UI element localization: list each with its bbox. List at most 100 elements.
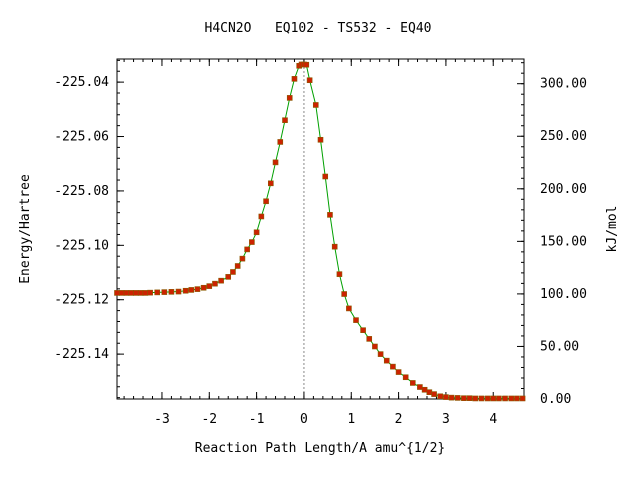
data-point <box>212 280 218 287</box>
y2-tick-label: 50.00 <box>540 339 579 354</box>
data-point <box>390 363 396 370</box>
data-point <box>249 239 255 245</box>
y-tick-label: -225.10 <box>54 238 109 253</box>
data-point <box>286 95 293 101</box>
data-point <box>123 290 130 296</box>
y-tick-label: -225.08 <box>54 184 109 199</box>
data-point <box>133 290 139 296</box>
data-point <box>327 212 333 218</box>
x-tick-label: -3 <box>154 412 170 427</box>
y2-tick-label: 150.00 <box>540 234 587 249</box>
series-line <box>117 63 523 399</box>
data-point <box>336 271 343 277</box>
data-point <box>182 287 189 294</box>
y-axis-label: Energy/Hartree <box>18 174 33 284</box>
data-point <box>448 394 455 401</box>
data-point <box>383 357 390 364</box>
plot-frame <box>116 58 525 400</box>
data-point <box>431 391 437 397</box>
data-point <box>225 274 232 280</box>
data-point <box>346 305 352 312</box>
data-point <box>437 393 444 400</box>
data-point <box>188 287 195 293</box>
data-point <box>277 139 284 145</box>
data-point <box>426 389 433 396</box>
data-point <box>472 395 479 402</box>
data-point <box>402 374 409 381</box>
y2-axis-label: kJ/mol <box>605 206 620 253</box>
y2-tick-label: 0.00 <box>540 392 571 407</box>
data-point <box>466 395 473 401</box>
data-point <box>443 394 449 400</box>
data-point <box>496 395 502 402</box>
data-point <box>306 77 313 84</box>
data-point <box>366 336 373 342</box>
x-tick-label: -2 <box>201 412 217 427</box>
data-point <box>322 173 329 180</box>
data-point <box>194 286 201 292</box>
y-tick-label: -225.14 <box>54 347 109 362</box>
x-axis-label: Reaction Path Length/A amu^{1/2} <box>195 441 445 456</box>
data-point <box>353 317 359 323</box>
x-tick-label: -1 <box>249 412 265 427</box>
data-point <box>272 159 279 166</box>
data-point <box>244 246 250 253</box>
data-point <box>154 289 161 296</box>
data-point <box>484 395 491 402</box>
data-point <box>331 243 338 250</box>
data-point <box>239 255 246 262</box>
series-points <box>114 61 526 402</box>
data-point <box>282 117 288 123</box>
y2-tick-label: 100.00 <box>540 287 587 302</box>
data-point <box>417 384 423 390</box>
data-point <box>478 395 485 402</box>
data-point <box>263 198 269 205</box>
y-tick-label: -225.12 <box>54 293 109 308</box>
x-tick-label: 2 <box>395 412 403 427</box>
data-point <box>142 290 149 296</box>
data-point <box>303 61 310 68</box>
y2-tick-label: 250.00 <box>540 129 587 144</box>
data-point <box>268 180 274 187</box>
chart-title: H4CN2O EQ102 - TS532 - EQ40 <box>205 21 432 36</box>
data-point <box>508 395 515 402</box>
data-point <box>519 395 526 402</box>
x-tick-label: 3 <box>442 412 450 427</box>
data-point <box>454 395 461 401</box>
data-point <box>218 277 224 284</box>
data-point <box>421 386 428 393</box>
x-tick-label: 0 <box>300 412 308 427</box>
y-tick-label: -225.06 <box>54 130 109 145</box>
data-point <box>360 327 366 333</box>
data-point <box>234 263 241 269</box>
data-point <box>514 395 520 402</box>
data-point <box>230 269 236 275</box>
data-point <box>206 283 213 289</box>
data-point <box>161 289 168 295</box>
data-point <box>253 229 260 236</box>
y2-tick-label: 300.00 <box>540 77 587 92</box>
x-tick-label: 4 <box>489 412 497 427</box>
data-point <box>409 380 416 386</box>
data-point <box>377 351 384 357</box>
data-point <box>372 343 378 350</box>
data-point <box>118 290 125 296</box>
data-point <box>291 76 298 82</box>
data-point <box>258 213 265 220</box>
data-point <box>317 136 324 143</box>
data-point <box>312 102 319 108</box>
y2-tick-label: 200.00 <box>540 182 587 197</box>
data-point <box>168 289 175 295</box>
data-point <box>147 289 153 296</box>
data-point <box>200 284 207 291</box>
tick-marks <box>117 59 524 400</box>
x-tick-label: 1 <box>347 412 355 427</box>
data-point <box>137 290 144 296</box>
tick-labels: -3 -2 -1 0 1 2 3 4 -225.04 -225.06 -225.08 -225.10 -… <box>54 75 587 427</box>
data-point <box>395 369 402 375</box>
data-point <box>341 291 347 297</box>
y-tick-label: -225.04 <box>54 75 109 90</box>
data-point <box>461 395 467 401</box>
data-point <box>128 290 134 296</box>
